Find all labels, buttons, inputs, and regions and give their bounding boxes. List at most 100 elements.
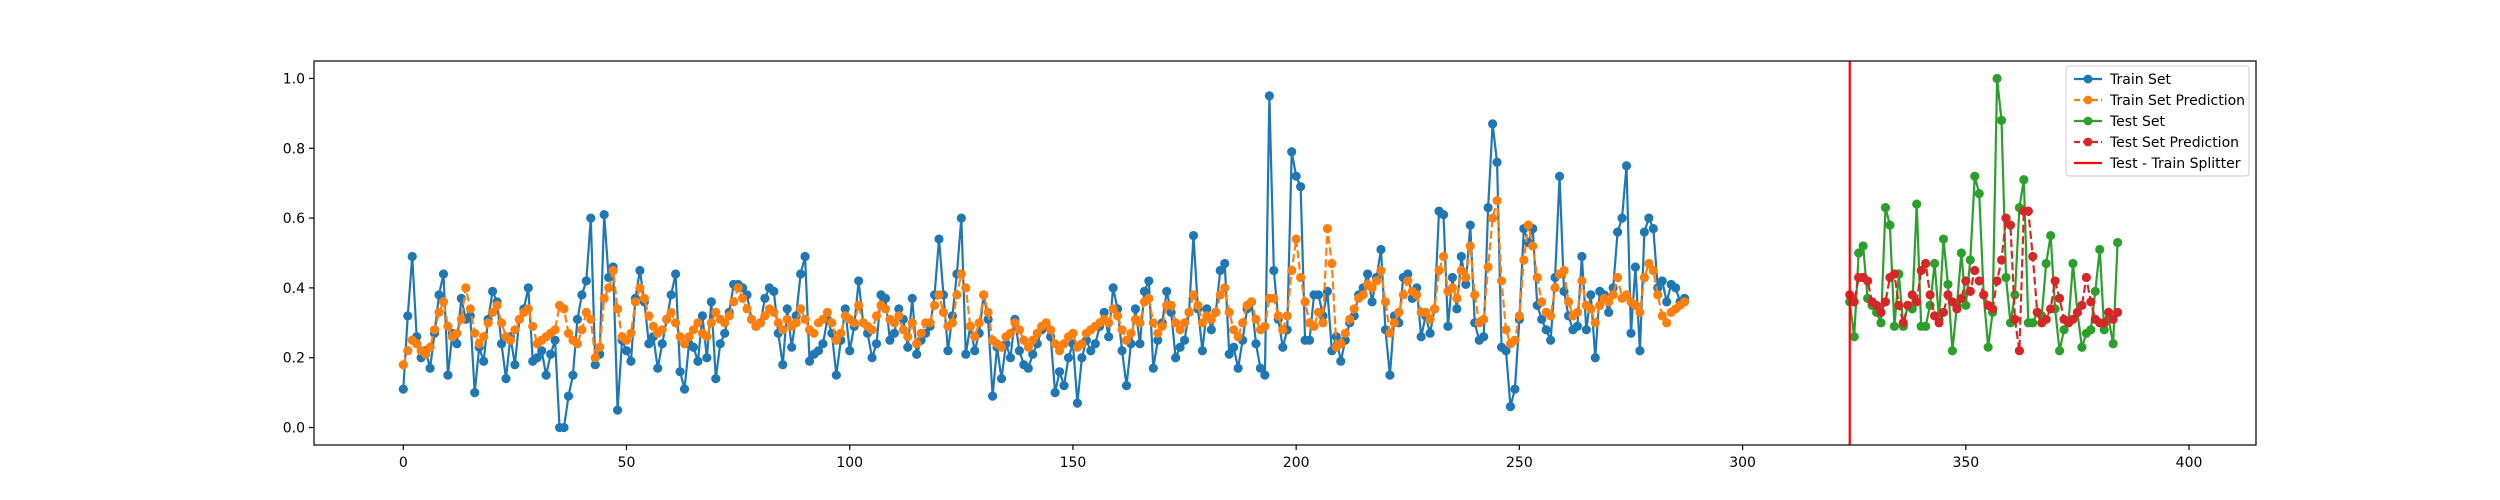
data-point: [1961, 276, 1971, 286]
data-point: [1456, 251, 1466, 262]
data-point: [1586, 304, 1596, 314]
data-point: [1898, 318, 1908, 328]
data-point: [621, 335, 632, 345]
data-point: [487, 286, 498, 296]
data-point: [1648, 223, 1658, 234]
data-point: [1662, 297, 1672, 307]
data-point: [1224, 307, 1234, 317]
data-point: [1577, 276, 1587, 286]
data-point: [996, 342, 1007, 352]
data-point: [403, 311, 413, 321]
data-point: [782, 314, 792, 324]
series-train-set-prediction: [398, 196, 1690, 370]
data-point: [1894, 300, 1904, 310]
x-tick-label: 200: [1283, 455, 1310, 471]
data-point: [1108, 283, 1118, 293]
data-point: [1943, 279, 1953, 290]
data-point: [2108, 314, 2118, 324]
data-point: [1572, 307, 1583, 317]
data-point: [1613, 227, 1623, 237]
data-point: [903, 342, 913, 352]
data-point: [778, 325, 788, 335]
data-point: [2050, 276, 2060, 286]
data-point: [1371, 276, 1382, 286]
data-point: [1983, 342, 1993, 352]
data-point: [1376, 244, 1386, 255]
data-point: [581, 276, 591, 286]
data-point: [1510, 384, 1520, 394]
data-point: [1639, 272, 1649, 283]
data-point: [1117, 346, 1127, 356]
data-point: [1282, 311, 1292, 321]
data-point: [1889, 321, 1899, 331]
data-point: [1559, 265, 1569, 276]
data-point: [1086, 346, 1096, 356]
data-point: [831, 335, 841, 345]
data-point: [1121, 381, 1132, 391]
data-point: [1604, 297, 1614, 307]
data-point: [1483, 262, 1493, 272]
data-point: [1858, 241, 1868, 251]
data-point: [791, 318, 801, 328]
data-point: [1880, 297, 1891, 307]
data-point: [1662, 318, 1672, 328]
data-point: [1327, 258, 1337, 269]
data-point: [1287, 147, 1297, 157]
data-point: [590, 353, 600, 363]
data-point: [1644, 258, 1654, 269]
data-point: [559, 304, 569, 314]
data-point: [1871, 300, 1882, 310]
y-tick-label: 0.0: [283, 421, 305, 437]
data-point: [970, 332, 980, 342]
data-point: [1501, 346, 1511, 356]
data-point: [1313, 307, 1324, 317]
data-point: [1617, 213, 1627, 223]
data-point: [1921, 321, 1931, 331]
data-point: [970, 346, 980, 356]
data-point: [2032, 307, 2042, 317]
data-point: [648, 321, 658, 331]
data-point: [1554, 171, 1565, 181]
data-point: [1099, 307, 1109, 317]
data-point: [608, 265, 618, 276]
legend-box: [2065, 65, 2250, 177]
series-test-set-prediction: [1845, 206, 2123, 356]
data-point: [889, 328, 899, 338]
data-point: [1590, 318, 1600, 328]
legend-label: Test Set Prediction: [2109, 135, 2239, 151]
data-point: [854, 300, 864, 310]
data-point: [1139, 286, 1149, 296]
data-point: [688, 325, 699, 335]
data-point: [1135, 318, 1145, 328]
data-point: [452, 339, 462, 349]
data-point: [912, 349, 922, 359]
data-point: [849, 318, 859, 328]
data-point: [1912, 297, 1922, 307]
data-point: [979, 290, 989, 300]
data-point: [796, 304, 806, 314]
data-point: [871, 339, 882, 349]
data-point: [1362, 269, 1373, 279]
data-point: [1461, 279, 1471, 290]
data-point: [1398, 290, 1408, 300]
data-point: [880, 304, 891, 314]
data-point: [2113, 307, 2123, 317]
data-point: [1443, 321, 1453, 331]
data-point: [1429, 304, 1440, 314]
data-point: [854, 276, 864, 286]
data-point: [1054, 367, 1065, 377]
data-point: [1854, 248, 1864, 258]
data-point: [438, 269, 449, 279]
data-point: [537, 346, 547, 356]
data-point: [1112, 311, 1123, 321]
data-point: [474, 339, 484, 349]
data-point: [1483, 203, 1493, 213]
data-point: [831, 370, 841, 380]
data-point: [724, 311, 734, 321]
data-point: [760, 293, 770, 303]
data-point: [1358, 290, 1368, 300]
data-point: [532, 353, 542, 363]
data-point: [2041, 314, 2051, 324]
data-point: [1179, 335, 1190, 345]
data-point: [1965, 286, 1975, 296]
